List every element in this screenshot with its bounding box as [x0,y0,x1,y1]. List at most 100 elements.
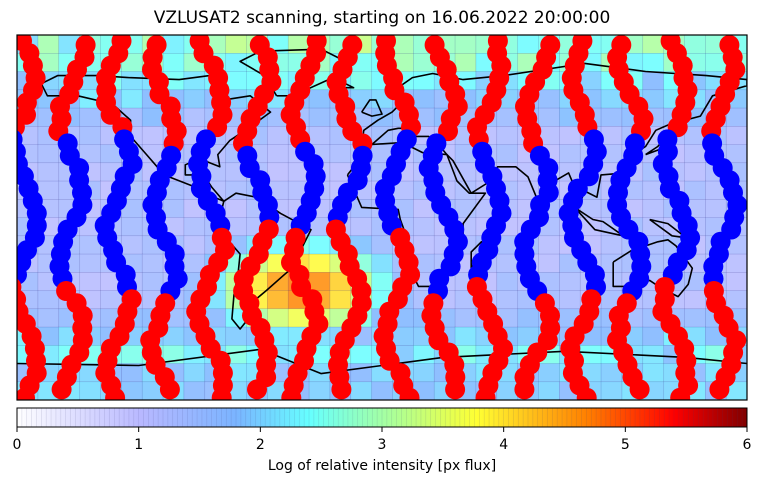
intensity-cell [559,126,581,146]
intensity-cell [350,363,373,383]
high-flux-marker [159,379,180,400]
intensity-cell [684,272,706,292]
intensity-cell [413,217,435,237]
intensity-cell [371,235,393,255]
intensity-cell [308,253,331,273]
high-flux-marker [17,387,35,400]
intensity-cell [413,235,435,255]
intensity-cell [496,144,519,164]
intensity-grid [17,35,747,400]
intensity-cell [79,381,101,400]
intensity-cell [705,199,727,219]
intensity-cell [183,107,206,127]
intensity-cell [600,107,623,127]
intensity-cell [121,89,143,109]
intensity-cell [559,272,581,292]
high-flux-marker [399,387,420,400]
intensity-cell [371,272,393,292]
intensity-cell [79,272,101,292]
intensity-cell [37,162,60,182]
intensity-cell [141,126,164,146]
intensity-cell [454,53,477,73]
intensity-cell [267,290,289,310]
intensity-cell [517,308,539,328]
intensity-cell [225,35,247,54]
intensity-cell [538,381,560,400]
intensity-cell [496,107,519,127]
colorbar-gradient [17,408,747,427]
intensity-cell [267,144,289,164]
intensity-cell [600,235,623,255]
intensity-cell [725,253,747,273]
intensity-cell [267,272,289,292]
colorbar-tick-label: 6 [743,437,752,453]
intensity-cell [121,235,143,255]
intensity-cell [559,290,581,310]
intensity-cell [496,290,519,310]
intensity-cell [413,199,435,219]
intensity-cell [267,126,289,146]
intensity-cell [538,89,560,109]
intensity-cell [371,381,393,400]
colorbar: 0 1 2 3 4 5 6 [13,407,752,453]
intensity-cell [183,381,206,400]
high-flux-marker [670,387,691,400]
intensity-cell [183,235,206,255]
intensity-cell [517,35,539,54]
intensity-cell [162,53,185,73]
intensity-cell [392,35,414,54]
map-area [17,35,747,400]
intensity-cell [308,381,331,400]
intensity-cell [308,126,331,146]
intensity-cell [79,253,101,273]
intensity-cell [684,144,706,164]
intensity-cell [121,217,143,237]
intensity-cell [600,126,623,146]
intensity-cell [183,89,206,109]
intensity-cell [225,199,247,219]
high-flux-marker [247,379,267,400]
intensity-cell [684,290,706,310]
colorbar-tick-label: 4 [499,437,508,453]
intensity-cell [725,272,747,292]
high-flux-marker [51,379,72,400]
intensity-cell [267,308,289,328]
intensity-cell [183,217,206,237]
intensity-cell [37,290,60,310]
high-flux-marker [17,117,25,137]
intensity-cell [538,107,560,127]
intensity-cell [538,235,560,255]
intensity-cell [267,162,289,182]
intensity-cell [225,180,247,200]
coastline [361,99,383,117]
intensity-cell [225,326,247,346]
intensity-cell [79,126,101,146]
intensity-cell [329,290,352,310]
high-flux-marker [105,387,126,400]
intensity-cell [350,345,373,365]
intensity-cell [725,126,747,146]
intensity-cell [329,144,352,164]
intensity-cell [684,308,706,328]
intensity-cell [141,272,164,292]
intensity-cell [454,326,477,346]
intensity-cell [100,290,122,310]
intensity-cell [642,326,665,346]
intensity-cell [642,53,665,73]
intensity-cell [725,290,747,310]
intensity-cell [37,144,60,164]
intensity-cell [559,162,581,182]
intensity-cell [308,235,331,255]
intensity-cell [496,253,519,273]
intensity-cell [162,199,185,219]
intensity-cell [350,217,373,237]
colorbar-tick-label: 0 [13,437,22,453]
intensity-cell [121,345,143,365]
intensity-cell [642,71,665,91]
intensity-cell [642,199,665,219]
high-flux-marker [445,379,466,400]
colorbar-label: Log of relative intensity [px flux] [267,458,497,474]
intensity-cell [37,308,60,328]
intensity-cell [538,363,560,383]
